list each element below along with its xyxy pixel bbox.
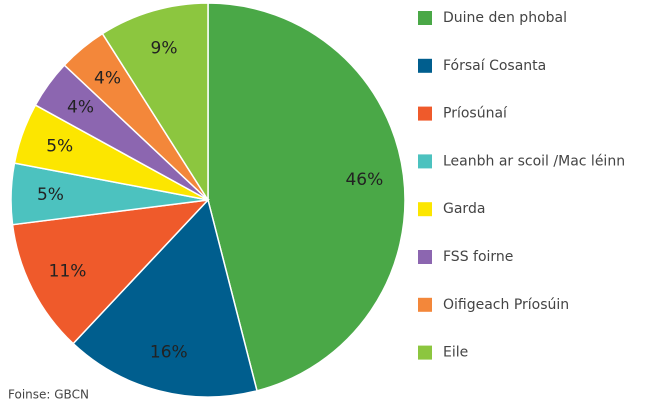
pie-slice: [101, 2, 209, 203]
legend-swatch: [418, 58, 432, 73]
legend-label: Fórsaí Cosanta: [443, 58, 546, 74]
value-label: 11%: [49, 262, 87, 282]
legend-swatch: [418, 106, 432, 121]
legend-swatch: [418, 11, 432, 25]
value-label: 5%: [46, 137, 73, 157]
source: Foinse: GBCN: [8, 388, 89, 402]
legend-label: Eile: [443, 345, 468, 361]
legend-label: Príosúnaí: [443, 106, 508, 122]
pie-slice: [11, 198, 210, 345]
value-label: 5%: [37, 185, 64, 205]
legend-label: FSS foirne: [443, 249, 513, 265]
value-label: 46%: [345, 170, 383, 190]
legend-label: Duine den phobal: [443, 10, 567, 26]
value-label: 16%: [150, 343, 188, 363]
legend-label: Leanbh ar scoil /Mac léinn: [443, 153, 625, 169]
pie-slice: [72, 198, 258, 398]
value-label: 9%: [151, 39, 178, 59]
legend-swatch: [418, 345, 432, 360]
pie-slice: [207, 2, 406, 392]
legend-label: Oifigeach Príosúin: [443, 297, 569, 313]
legend-swatch: [418, 297, 432, 312]
legend-swatch: [418, 202, 432, 217]
value-label: 4%: [67, 97, 94, 117]
legend-swatch: [418, 154, 432, 169]
value-label: 4%: [94, 69, 121, 89]
legend-swatch: [418, 250, 432, 264]
legend-label: Garda: [443, 201, 485, 217]
